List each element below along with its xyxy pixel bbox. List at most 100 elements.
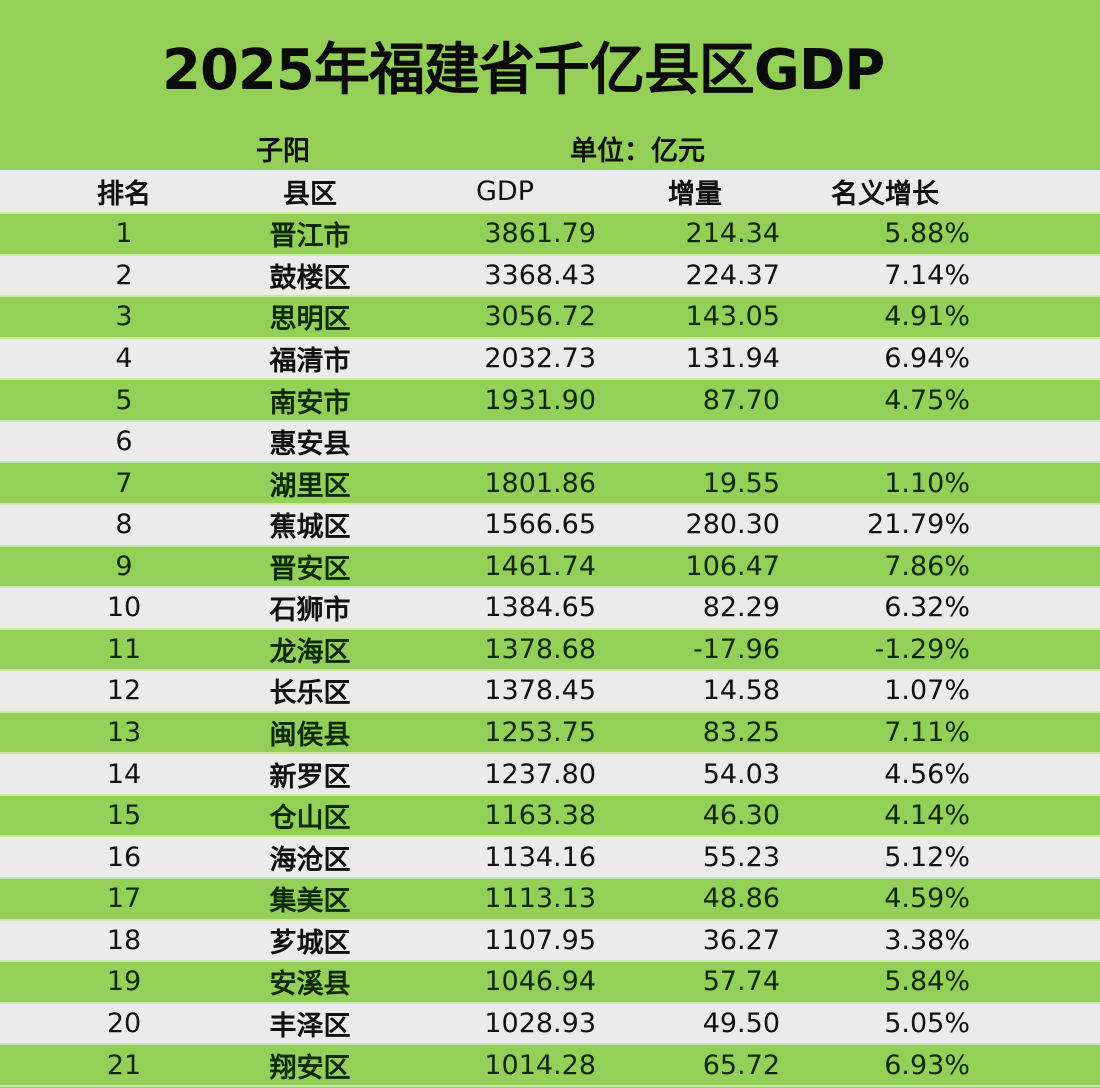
cell-name: 蕉城区 <box>269 512 351 544</box>
cell-name: 福清市 <box>269 345 351 377</box>
cell-growth: 4.91% <box>884 301 970 333</box>
unit-label: 单位：亿元 <box>570 136 705 167</box>
cell-growth: 7.11% <box>884 717 970 749</box>
cell-rank: 17 <box>106 883 142 915</box>
header-increase: 增量 <box>668 178 722 210</box>
author-label: 子阳 <box>256 136 310 167</box>
table-row: 17 集美区 1113.13 48.86 4.59% <box>0 879 1100 921</box>
cell-gdp: 1461.74 <box>484 550 596 582</box>
cell-increase: 65.72 <box>702 1049 780 1081</box>
cell-growth: 6.94% <box>884 342 970 374</box>
cell-increase: 224.37 <box>685 259 780 291</box>
cell-gdp: 1046.94 <box>484 966 596 998</box>
cell-name: 鼓楼区 <box>269 262 351 294</box>
header-growth: 名义增长 <box>831 178 939 210</box>
cell-rank: 12 <box>106 675 142 707</box>
cell-increase: 214.34 <box>685 218 780 250</box>
cell-gdp: 1107.95 <box>484 924 596 956</box>
table-row: 10 石狮市 1384.65 82.29 6.32% <box>0 588 1100 630</box>
cell-growth: 5.88% <box>884 218 970 250</box>
cell-rank: 13 <box>106 717 142 749</box>
cell-increase: 46.30 <box>702 800 780 832</box>
cell-increase: 83.25 <box>702 717 780 749</box>
cell-name: 仓山区 <box>269 803 351 835</box>
cell-gdp: 1163.38 <box>484 800 596 832</box>
cell-growth: 5.12% <box>884 841 970 873</box>
cell-growth: 5.05% <box>884 1007 970 1039</box>
table-row: 11 龙海区 1378.68 -17.96 -1.29% <box>0 629 1100 672</box>
table-row: 15 仓山区 1163.38 46.30 4.14% <box>0 795 1100 838</box>
cell-growth: 4.56% <box>884 758 970 790</box>
header-name: 县区 <box>283 178 337 210</box>
cell-growth: -1.29% <box>874 633 970 665</box>
cell-rank: 19 <box>106 966 142 998</box>
cell-growth: 4.75% <box>884 384 970 416</box>
cell-growth: 6.93% <box>884 1049 970 1081</box>
cell-growth: 6.32% <box>884 592 970 624</box>
cell-name: 长乐区 <box>269 678 351 710</box>
cell-growth: 1.10% <box>884 467 970 499</box>
cell-increase: 106.47 <box>685 550 780 582</box>
cell-growth: 3.38% <box>884 924 970 956</box>
cell-growth: 21.79% <box>867 509 970 541</box>
table-row: 9 晋安区 1461.74 106.47 7.86% <box>0 546 1100 589</box>
cell-increase: 143.05 <box>685 301 780 333</box>
cell-name: 晋安区 <box>269 553 351 585</box>
table-row: 7 湖里区 1801.86 19.55 1.10% <box>0 463 1100 505</box>
cell-rank: 10 <box>106 592 142 624</box>
cell-gdp: 1378.68 <box>484 633 596 665</box>
cell-name: 翔安区 <box>269 1052 351 1084</box>
cell-increase: 55.23 <box>702 841 780 873</box>
cell-gdp: 1014.28 <box>484 1049 596 1081</box>
table-row: 2 鼓楼区 3368.43 224.37 7.14% <box>0 255 1100 298</box>
cell-name: 思明区 <box>269 304 351 336</box>
cell-gdp: 1384.65 <box>484 592 596 624</box>
cell-gdp: 3368.43 <box>484 259 596 291</box>
cell-rank: 3 <box>115 301 133 333</box>
table-row: 6 惠安县 <box>0 421 1100 464</box>
cell-gdp <box>440 422 596 462</box>
cell-rank: 9 <box>115 550 133 582</box>
cell-increase: 87.70 <box>702 384 780 416</box>
cell-gdp: 1028.93 <box>484 1007 596 1039</box>
cell-rank: 4 <box>115 342 133 374</box>
table-row: 1 晋江市 3861.79 214.34 5.88% <box>0 214 1100 256</box>
cell-name: 芗城区 <box>269 927 351 959</box>
cell-rank: 14 <box>106 758 142 790</box>
cell-rank: 5 <box>115 384 133 416</box>
cell-rank: 16 <box>106 841 142 873</box>
cell-increase: 280.30 <box>685 509 780 541</box>
table-row: 12 长乐区 1378.45 14.58 1.07% <box>0 671 1100 713</box>
cell-rank: 2 <box>115 259 133 291</box>
cell-rank: 15 <box>106 800 142 832</box>
cell-increase: 82.29 <box>702 592 780 624</box>
cell-increase: 19.55 <box>702 467 780 499</box>
cell-increase: 57.74 <box>702 966 780 998</box>
table-row: 8 蕉城区 1566.65 280.30 21.79% <box>0 504 1100 547</box>
cell-growth: 1.07% <box>884 675 970 707</box>
cell-increase: 131.94 <box>685 342 780 374</box>
cell-name: 石狮市 <box>269 595 351 627</box>
table-row: 19 安溪县 1046.94 57.74 5.84% <box>0 962 1100 1004</box>
table-row: 13 闽侯县 1253.75 83.25 7.11% <box>0 712 1100 755</box>
table-row: 4 福清市 2032.73 131.94 6.94% <box>0 338 1100 381</box>
cell-growth: 5.84% <box>884 966 970 998</box>
table-row: 5 南安市 1931.90 87.70 4.75% <box>0 380 1100 422</box>
header-gdp: GDP <box>476 175 534 207</box>
gdp-table: 排名 县区 GDP 增量 名义增长 1 晋江市 3861.79 214.34 5.88%… <box>0 170 1100 1087</box>
cell-name: 晋江市 <box>269 221 351 253</box>
cell-growth: 4.59% <box>884 883 970 915</box>
cell-rank: 21 <box>106 1049 142 1081</box>
cell-gdp: 1253.75 <box>484 717 596 749</box>
cell-name: 龙海区 <box>269 636 351 668</box>
cell-gdp: 1801.86 <box>484 467 596 499</box>
table-row: 18 芗城区 1107.95 36.27 3.38% <box>0 920 1100 963</box>
cell-gdp: 3056.72 <box>484 301 596 333</box>
cell-gdp: 1113.13 <box>484 883 596 915</box>
cell-name: 惠安县 <box>269 429 351 461</box>
cell-name: 新罗区 <box>269 761 351 793</box>
cell-rank: 1 <box>115 218 133 250</box>
cell-name: 安溪县 <box>269 969 351 1001</box>
cell-increase: 36.27 <box>702 924 780 956</box>
cell-name: 湖里区 <box>269 470 351 502</box>
